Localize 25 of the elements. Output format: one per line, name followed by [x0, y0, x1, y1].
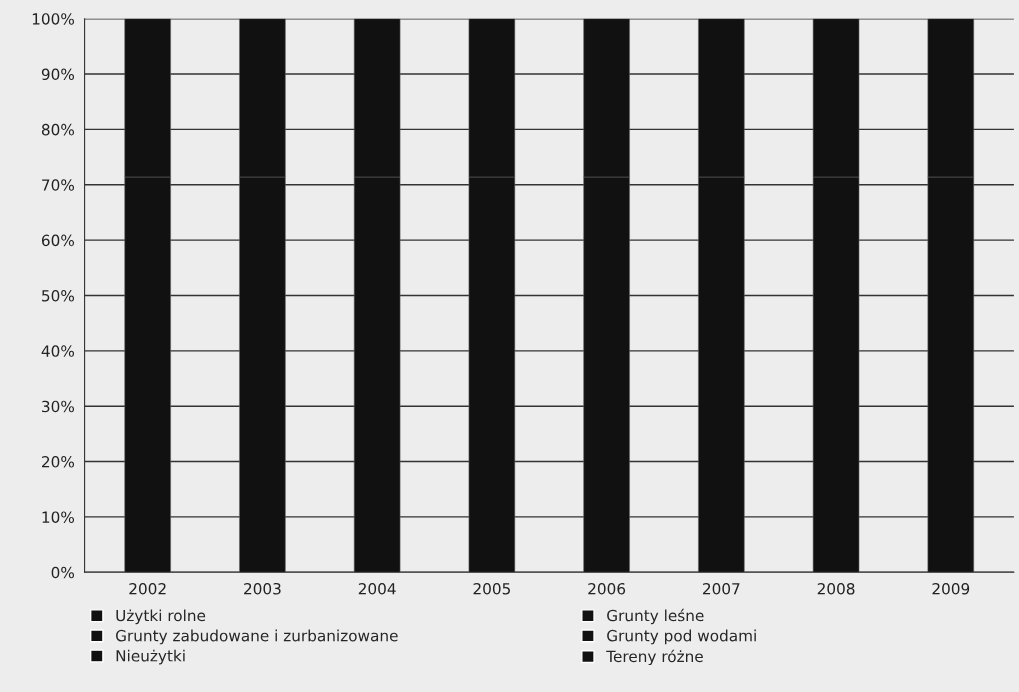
legend-label: Grunty pod wodami — [607, 629, 756, 645]
x-tick-label: 2009 — [932, 582, 970, 595]
x-tick-label: 2005 — [473, 582, 510, 595]
x-tick-label: 2006 — [588, 582, 626, 595]
y-tick-label: 0% — [51, 566, 75, 579]
legend-label: Grunty leśne — [607, 608, 704, 625]
legend-label: Grunty zabudowane i zurbanizowane — [115, 629, 398, 645]
x-tick-label: 2008 — [817, 582, 855, 595]
x-tick-label: 2007 — [703, 582, 740, 595]
legend-label: Tereny różne — [606, 649, 703, 666]
y-tick-label: 60% — [41, 234, 75, 247]
y-tick-label: 70% — [42, 179, 75, 191]
x-tick-label: 2004 — [358, 582, 396, 595]
y-tick-label: 50% — [42, 289, 75, 302]
x-tick-label: 2002 — [129, 582, 166, 595]
y-tick-label: 10% — [42, 511, 75, 523]
y-tick-label: 90% — [41, 68, 75, 81]
y-tick-label: 80% — [41, 123, 75, 136]
legend-label: Użytki rolne — [116, 609, 206, 625]
y-tick-label: 40% — [41, 345, 75, 357]
x-tick-label: 2003 — [244, 582, 281, 595]
y-tick-label: 20% — [42, 456, 75, 468]
y-tick-label: 30% — [42, 400, 75, 413]
legend-label: Nieużytki — [116, 649, 185, 665]
y-tick-label: 100% — [32, 13, 75, 25]
